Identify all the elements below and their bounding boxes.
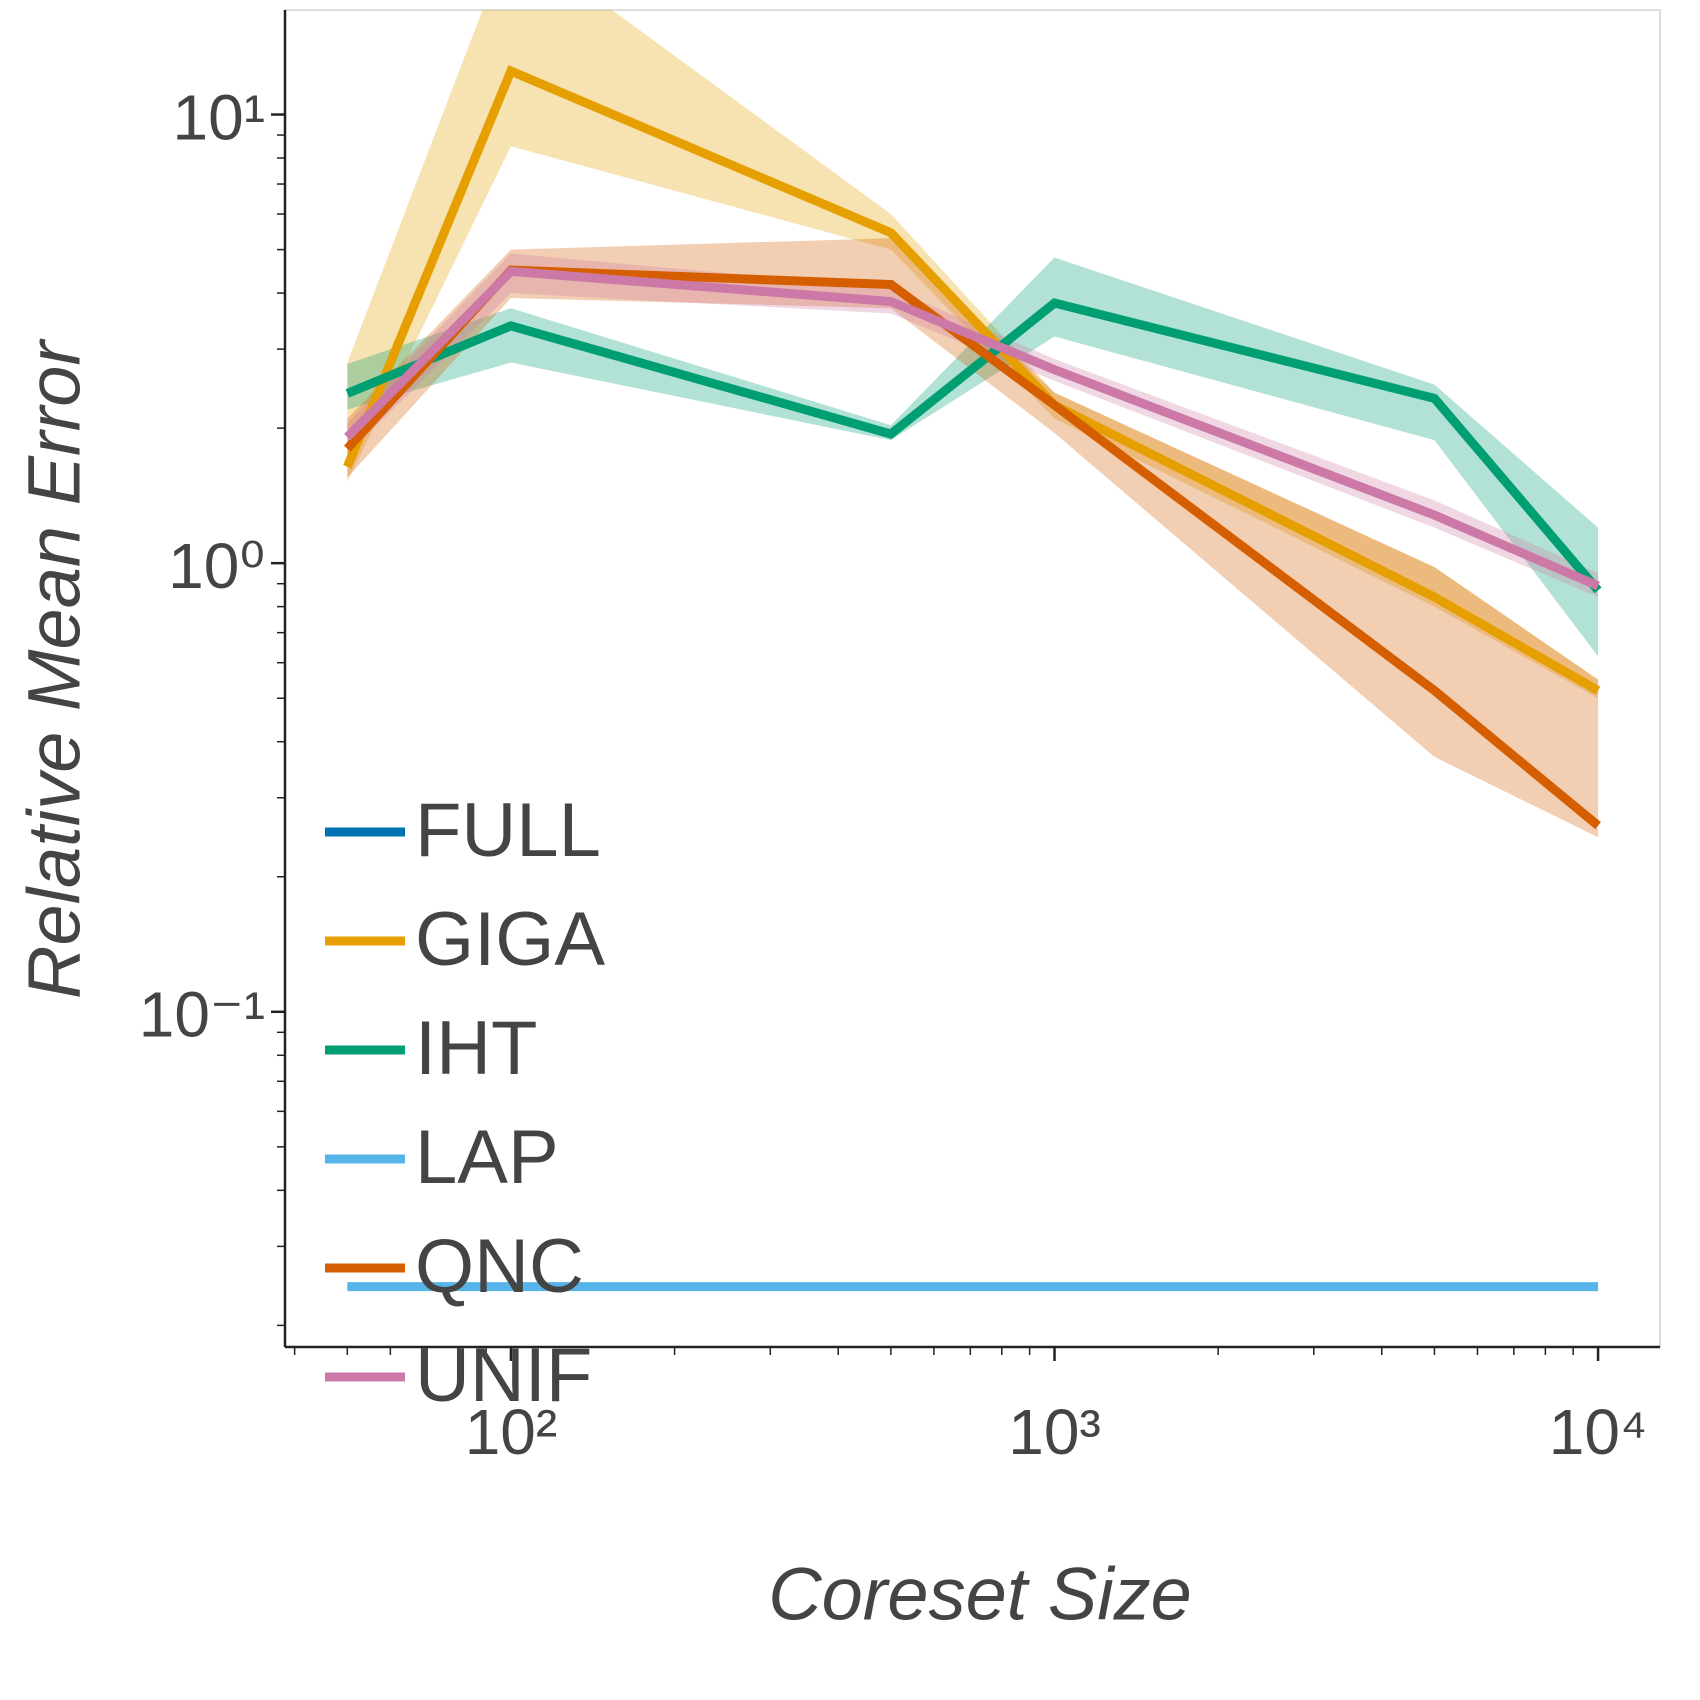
y-axis-label: Relative Mean Error <box>13 338 96 999</box>
legend-label: QNC <box>415 1224 584 1309</box>
legend-label: FULL <box>415 788 601 873</box>
series-line <box>343 65 1601 695</box>
x-tick-label: 10³ <box>1008 1396 1101 1468</box>
x-tick-label: 10⁴ <box>1549 1396 1648 1468</box>
legend: FULL GIGA IHT LAP QNC UNIF <box>325 788 605 1418</box>
y-tick-label: 10⁻¹ <box>139 979 265 1051</box>
legend-label: LAP <box>415 1115 559 1200</box>
legend-label: GIGA <box>415 897 605 982</box>
lines <box>343 65 1602 1292</box>
legend-label: UNIF <box>415 1333 592 1418</box>
series-line <box>345 298 1602 594</box>
y-tick-label: 10⁰ <box>168 530 265 602</box>
error-band <box>347 238 1599 838</box>
legend-label: IHT <box>415 1006 537 1091</box>
x-tick-label: 10² <box>465 1396 558 1468</box>
series-line <box>344 266 1600 591</box>
x-axis-label: Coreset Size <box>768 1553 1192 1636</box>
bands <box>347 10 1599 838</box>
y-tick-label: 10¹ <box>173 81 266 153</box>
ticks: 10² 10³ 10⁴ 10⁻¹ 10⁰ 10¹ <box>139 81 1648 1467</box>
